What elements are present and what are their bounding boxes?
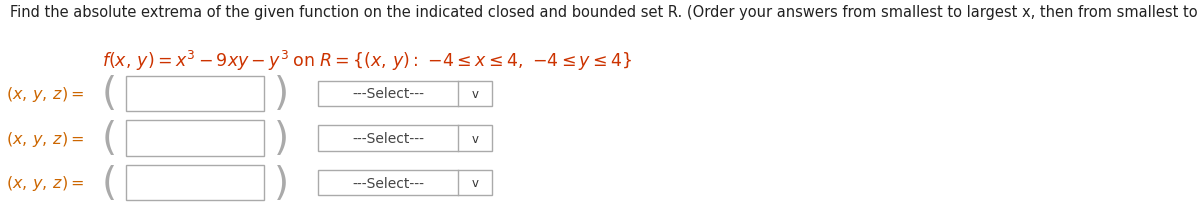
Text: v: v [472,176,479,189]
FancyBboxPatch shape [318,81,492,107]
FancyBboxPatch shape [318,126,492,151]
Text: ): ) [274,75,289,113]
Text: $(\mathit{x},\,\mathit{y},\,\mathit{z}) =$: $(\mathit{x},\,\mathit{y},\,\mathit{z}) … [6,129,84,148]
Text: (: ( [101,119,116,157]
Text: v: v [472,132,479,145]
FancyBboxPatch shape [318,170,492,196]
Text: ---Select---: ---Select--- [353,132,425,145]
Text: v: v [472,87,479,100]
Text: ): ) [274,119,289,157]
Text: ): ) [274,164,289,202]
Text: (: ( [101,164,116,202]
Text: ---Select---: ---Select--- [353,87,425,101]
Text: (: ( [101,75,116,113]
Text: $\mathit{f}(\mathit{x},\,\mathit{y}) = \mathit{x}^3 - 9\mathit{x}\mathit{y} - \m: $\mathit{f}(\mathit{x},\,\mathit{y}) = \… [102,49,632,73]
Text: ---Select---: ---Select--- [353,176,425,190]
Text: $(\mathit{x},\,\mathit{y},\,\mathit{z}) =$: $(\mathit{x},\,\mathit{y},\,\mathit{z}) … [6,173,84,192]
FancyBboxPatch shape [126,165,264,200]
Text: $(\mathit{x},\,\mathit{y},\,\mathit{z}) =$: $(\mathit{x},\,\mathit{y},\,\mathit{z}) … [6,84,84,103]
Text: Find the absolute extrema of the given function on the indicated closed and boun: Find the absolute extrema of the given f… [10,5,1200,20]
FancyBboxPatch shape [126,76,264,112]
FancyBboxPatch shape [126,121,264,156]
